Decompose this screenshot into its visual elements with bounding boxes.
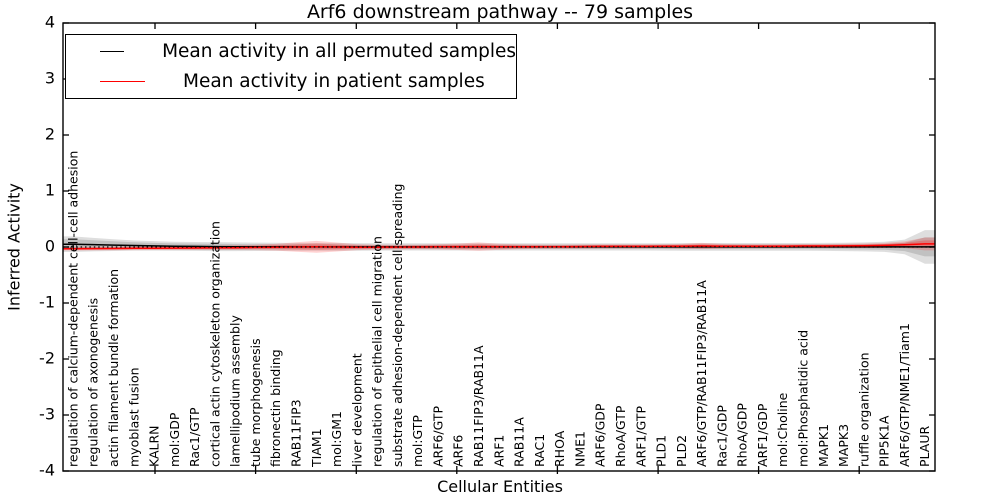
x-tick-label: ARF6/GTP	[430, 406, 445, 467]
x-tick-label: ARF6/GTP/NME1/Tiam1	[897, 323, 912, 467]
x-tick-label: Rac1/GTP	[187, 407, 202, 467]
x-tick-label: regulation of axonogenesis	[86, 298, 101, 467]
legend-label: Mean activity in all permuted samples	[162, 41, 516, 63]
x-tick-label: actin filament bundle formation	[106, 269, 121, 467]
chart-title: Arf6 downstream pathway -- 79 samples	[306, 1, 694, 23]
x-tick-label: ARF6	[451, 435, 466, 467]
x-tick-label: KALRN	[147, 425, 162, 467]
x-tick-label: PLAUR	[917, 426, 932, 467]
x-tick-label: ARF1/GTP	[633, 406, 648, 467]
y-tick-label: -4	[39, 461, 55, 480]
x-tick-label: liver development	[349, 353, 364, 467]
x-tick-label: MAPK1	[816, 424, 831, 467]
y-tick-label: -2	[39, 349, 55, 368]
y-tick-label: -1	[39, 293, 55, 312]
x-tick-label: ARF1	[491, 435, 506, 467]
patient-band	[63, 237, 935, 253]
legend-item-permuted: Mean activity in all permuted samples	[66, 37, 516, 67]
y-tick-label: 2	[45, 125, 55, 144]
x-tick-label: RAB11FIP3/RAB11A	[471, 345, 486, 467]
y-tick-label: 0	[45, 237, 55, 256]
x-tick-label: myoblast fusion	[126, 367, 141, 467]
x-tick-label: tube morphogenesis	[248, 338, 263, 467]
x-tick-label: RHOA	[552, 430, 567, 467]
x-tick-label: Rac1/GDP	[714, 405, 729, 467]
x-tick-label: mol:GM1	[329, 411, 344, 467]
x-tick-label: RAC1	[532, 434, 547, 467]
x-tick-label: PLD2	[674, 435, 689, 467]
x-tick-label: TIAM1	[309, 428, 324, 468]
x-tick-label: mol:Choline	[775, 392, 790, 467]
x-tick-label: mol:GDP	[167, 412, 182, 467]
x-tick-label: mol:GTP	[410, 415, 425, 467]
legend-label: Mean activity in patient samples	[183, 70, 485, 92]
x-tick-label: ruffle organization	[856, 352, 871, 467]
permuted-line-swatch	[100, 51, 125, 53]
x-tick-label: cortical actin cytoskeleton organization	[207, 221, 222, 467]
x-axis-label: Cellular Entities	[437, 477, 563, 496]
x-tick-label: regulation of epithelial cell migration	[370, 236, 385, 467]
y-tick-label: 3	[45, 69, 55, 88]
x-tick-label: fibronectin binding	[268, 349, 283, 467]
x-tick-label: ARF6/GDP	[593, 403, 608, 467]
x-tick-label: RAB11A	[512, 417, 527, 467]
x-tick-label: regulation of calcium-dependent cell-cel…	[65, 151, 80, 467]
x-tick-label: RhoA/GTP	[613, 405, 628, 467]
y-tick-label: -3	[39, 405, 55, 424]
y-axis-label: Inferred Activity	[4, 183, 24, 311]
x-tick-label: mol:Phosphatidic acid	[795, 330, 810, 467]
y-tick-label: 1	[45, 181, 55, 200]
patient-line-swatch	[100, 80, 145, 82]
x-tick-label: lamellipodium assembly	[228, 315, 243, 467]
x-tick-label: ARF1/GDP	[755, 403, 770, 467]
legend: Mean activity in all permuted samples Me…	[65, 34, 517, 99]
x-tick-label: ARF6/GTP/RAB11FIP3/RAB11A	[694, 280, 709, 467]
x-tick-label: MAPK3	[836, 424, 851, 467]
legend-item-patient: Mean activity in patient samples	[66, 67, 516, 97]
x-tick-label: substrate adhesion-dependent cell spread…	[390, 184, 405, 467]
x-tick-label: NME1	[572, 431, 587, 467]
x-tick-label: PIP5K1A	[877, 415, 892, 467]
y-tick-label: 4	[45, 13, 55, 32]
x-tick-label: RhoA/GDP	[735, 403, 750, 467]
x-tick-label: RAB11FIP3	[288, 399, 303, 467]
x-tick-label: PLD1	[653, 435, 668, 467]
